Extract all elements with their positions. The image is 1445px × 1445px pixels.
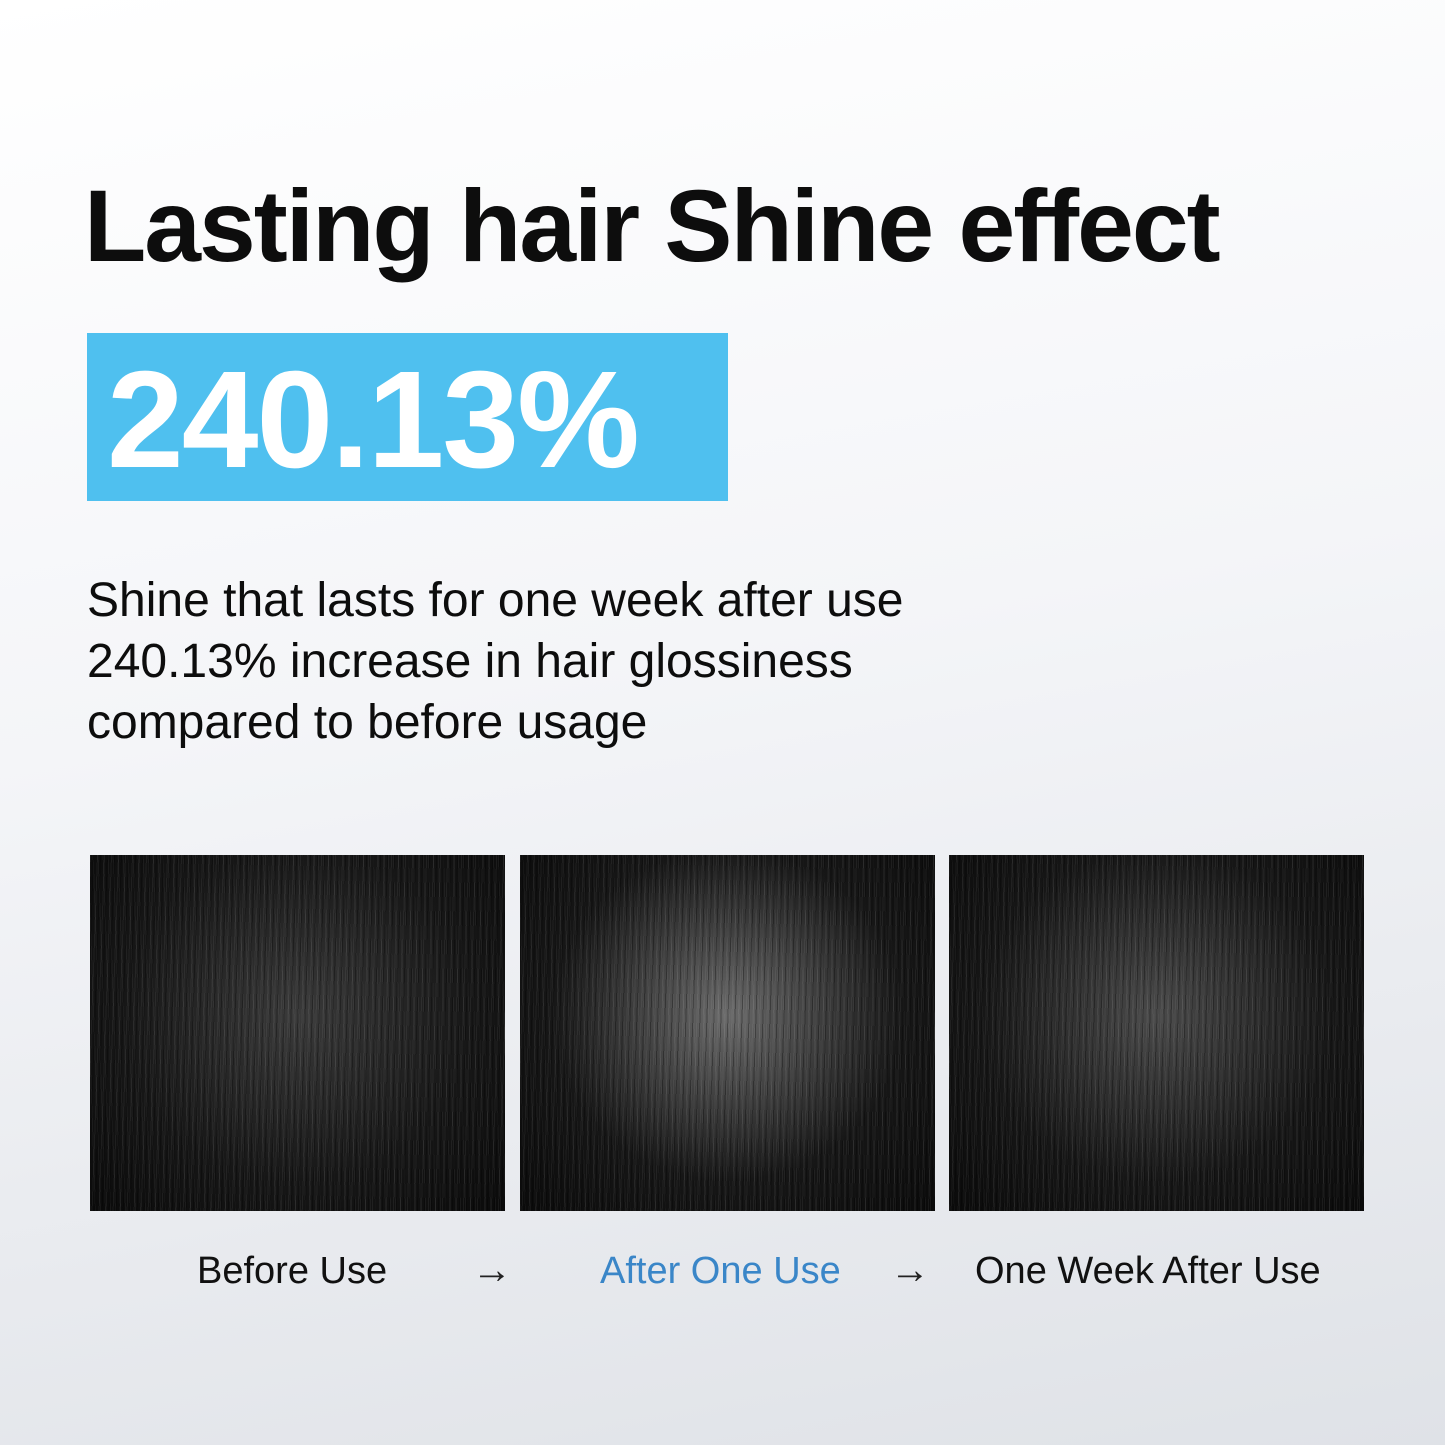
hair-photo-before xyxy=(90,855,505,1211)
headline: Lasting hair Shine effect xyxy=(84,169,1221,283)
arrow-right-icon: → xyxy=(472,1248,512,1292)
hair-photo-one-week-after xyxy=(949,855,1364,1211)
caption-one-week-after-use: One Week After Use xyxy=(975,1250,1321,1292)
hair-photo-after-one-use xyxy=(520,855,935,1211)
description-line: compared to before usage xyxy=(87,696,648,749)
caption-before-use: Before Use xyxy=(197,1250,388,1292)
description-line: Shine that lasts for one week after use xyxy=(87,574,904,627)
description: Shine that lasts for one week after use … xyxy=(87,570,903,753)
percentage-badge: 240.13% xyxy=(87,333,728,501)
arrow-right-icon: → xyxy=(890,1248,930,1292)
caption-after-one-use: After One Use xyxy=(600,1250,841,1292)
percentage-value: 240.13% xyxy=(107,343,640,497)
description-line: 240.13% increase in hair glossiness xyxy=(87,635,853,688)
